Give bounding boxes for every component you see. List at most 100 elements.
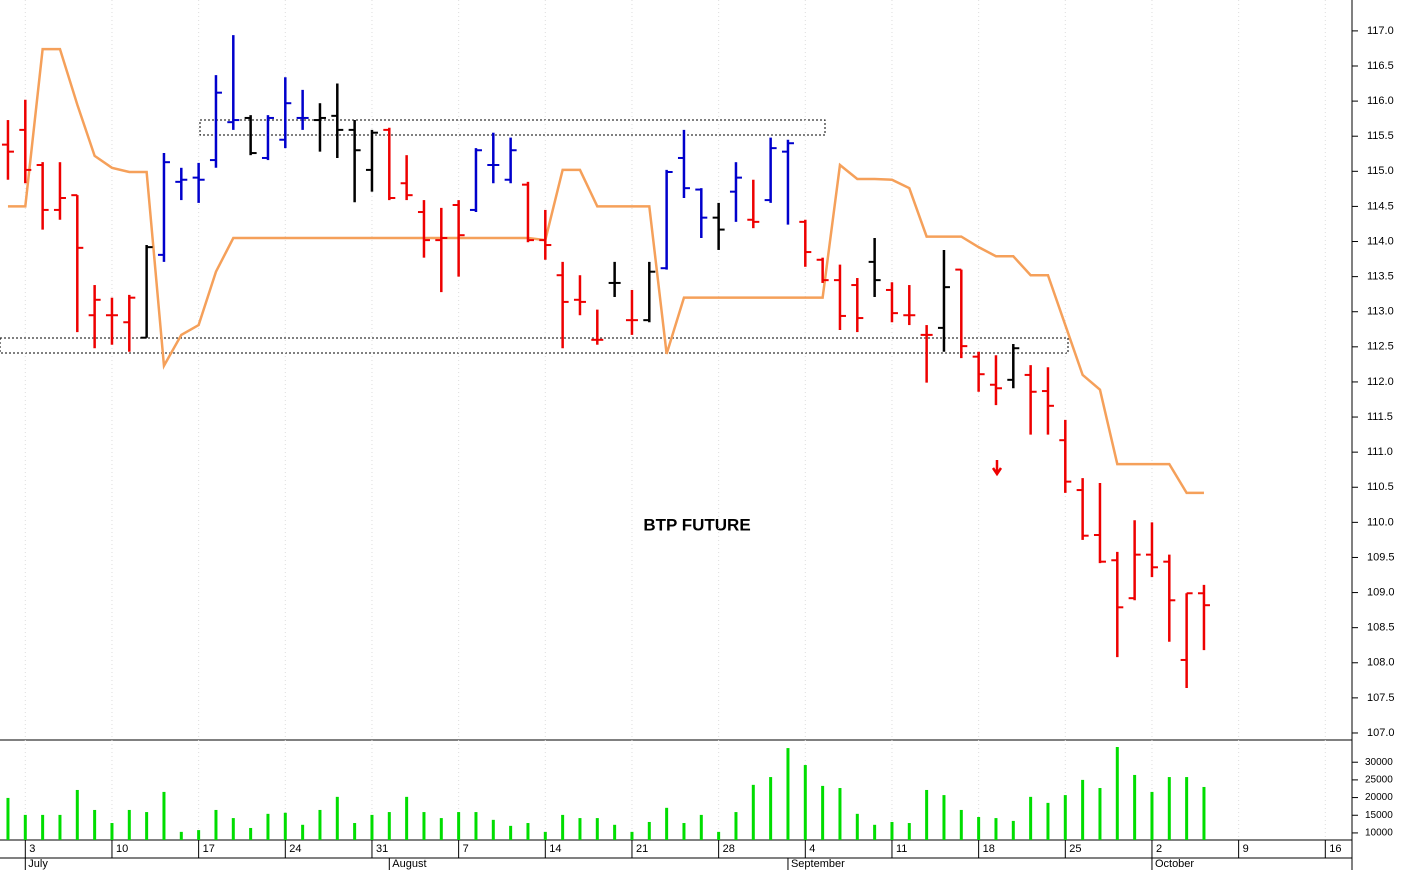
x-tick-label: 24: [289, 843, 301, 855]
volume-bar: [197, 830, 201, 840]
x-tick-label: 10: [116, 843, 128, 855]
volume-bar: [1115, 747, 1119, 840]
volume-bar: [439, 818, 443, 840]
volume-bar: [353, 823, 357, 840]
x-tick-label: 9: [1243, 843, 1249, 855]
chart-title: BTP FUTURE: [643, 515, 750, 534]
volume-bar: [769, 777, 773, 840]
y-tick-label: 117.0: [1367, 25, 1394, 37]
volume-bar: [1167, 777, 1171, 840]
volume-bar: [1098, 788, 1102, 840]
volume-bar: [1011, 820, 1015, 840]
volume-bar: [370, 814, 374, 840]
volume-bar: [1046, 802, 1050, 840]
volume-bar: [110, 823, 114, 840]
y-tick-label: 107.5: [1367, 692, 1395, 704]
y-tick-label: 114.5: [1367, 200, 1394, 212]
y-tick-label: 115.5: [1367, 130, 1394, 142]
volume-bar: [41, 814, 45, 840]
volume-bar: [1185, 777, 1189, 840]
volume-bar: [803, 765, 807, 840]
volume-bar: [873, 824, 877, 840]
volume-bar: [838, 788, 842, 840]
y-tick-label: 110.0: [1367, 516, 1394, 528]
y-tick-label: 115.0: [1367, 165, 1394, 177]
volume-bar: [283, 812, 287, 840]
volume-bar: [162, 791, 166, 840]
volume-bar: [23, 814, 27, 840]
volume-bar: [1029, 796, 1033, 840]
y-tick-label: 109.0: [1367, 586, 1395, 598]
volume-bar: [491, 819, 495, 840]
volume-bar: [613, 824, 617, 840]
volume-bar: [665, 807, 669, 840]
support-zone: [0, 337, 1069, 354]
volume-bar: [93, 809, 97, 840]
resistance-zone: [199, 119, 826, 136]
volume-bar: [699, 814, 703, 840]
down-arrow: [991, 460, 1003, 477]
volume-bar: [717, 831, 721, 840]
stop-line: [7, 47, 1204, 495]
y-tick-label: 111.0: [1367, 446, 1393, 458]
x-tick-label: 11: [896, 843, 907, 855]
volume-bar: [595, 818, 599, 840]
x-tick-label: 17: [203, 843, 215, 855]
y-tick-label: 113.0: [1367, 306, 1394, 318]
y2-tick-label: 25000: [1365, 775, 1393, 786]
volume-bar: [578, 818, 582, 840]
volume-bar: [1202, 786, 1206, 840]
y-tick-label: 116.5: [1367, 60, 1394, 72]
volume-bar: [474, 812, 478, 840]
volume-bar: [855, 813, 859, 840]
x-tick-label: 31: [376, 843, 388, 855]
y-tick-label: 111.5: [1367, 411, 1393, 423]
volume-bar: [734, 812, 738, 840]
volume-bar: [1081, 779, 1085, 840]
y2-tick-label: 30000: [1365, 757, 1393, 768]
volume-bar: [925, 789, 929, 840]
volume-bar: [387, 812, 391, 840]
x-tick-label: 16: [1329, 843, 1341, 855]
volume-bar: [422, 812, 426, 840]
volume-bar: [977, 817, 981, 840]
volume-bar: [1150, 791, 1154, 840]
y-tick-label: 112.0: [1367, 376, 1394, 388]
volume-bar: [543, 831, 547, 840]
volume-bar: [127, 809, 131, 840]
x-tick-label: 4: [809, 843, 815, 855]
volume-bar: [231, 818, 235, 840]
x-tick-label: 21: [636, 843, 648, 855]
y-tick-label: 107.0: [1367, 727, 1395, 739]
volume-bar: [301, 824, 305, 840]
x-tick-label: 3: [29, 843, 35, 855]
volume-bar: [75, 789, 79, 840]
volume-bar: [907, 823, 911, 840]
y2-tick-label: 15000: [1365, 810, 1393, 821]
y2-tick-label: 20000: [1365, 792, 1393, 803]
volume-bar: [959, 809, 963, 840]
y-tick-label: 108.5: [1367, 622, 1395, 634]
y-tick-label: 109.5: [1367, 551, 1395, 563]
volume-bar: [58, 814, 62, 840]
volume-bar: [1063, 795, 1067, 840]
y-tick-label: 116.0: [1367, 95, 1394, 107]
volume-bar: [249, 827, 253, 840]
month-label: September: [791, 858, 845, 870]
x-tick-label: 28: [723, 843, 735, 855]
y-tick-label: 108.0: [1367, 657, 1395, 669]
volume-bar: [214, 809, 218, 840]
volume-bar: [6, 797, 10, 840]
volume-bar: [821, 785, 825, 840]
volume-bar: [526, 823, 530, 840]
volume-bar: [145, 812, 149, 840]
volume-bar: [179, 831, 183, 840]
volume-bar: [682, 823, 686, 840]
x-tick-label: 2: [1156, 843, 1162, 855]
volume-bar: [509, 825, 513, 840]
volume-bar: [942, 795, 946, 840]
volume-bar: [630, 831, 634, 840]
y2-tick-label: 10000: [1365, 828, 1393, 839]
volume-bar: [318, 809, 322, 840]
